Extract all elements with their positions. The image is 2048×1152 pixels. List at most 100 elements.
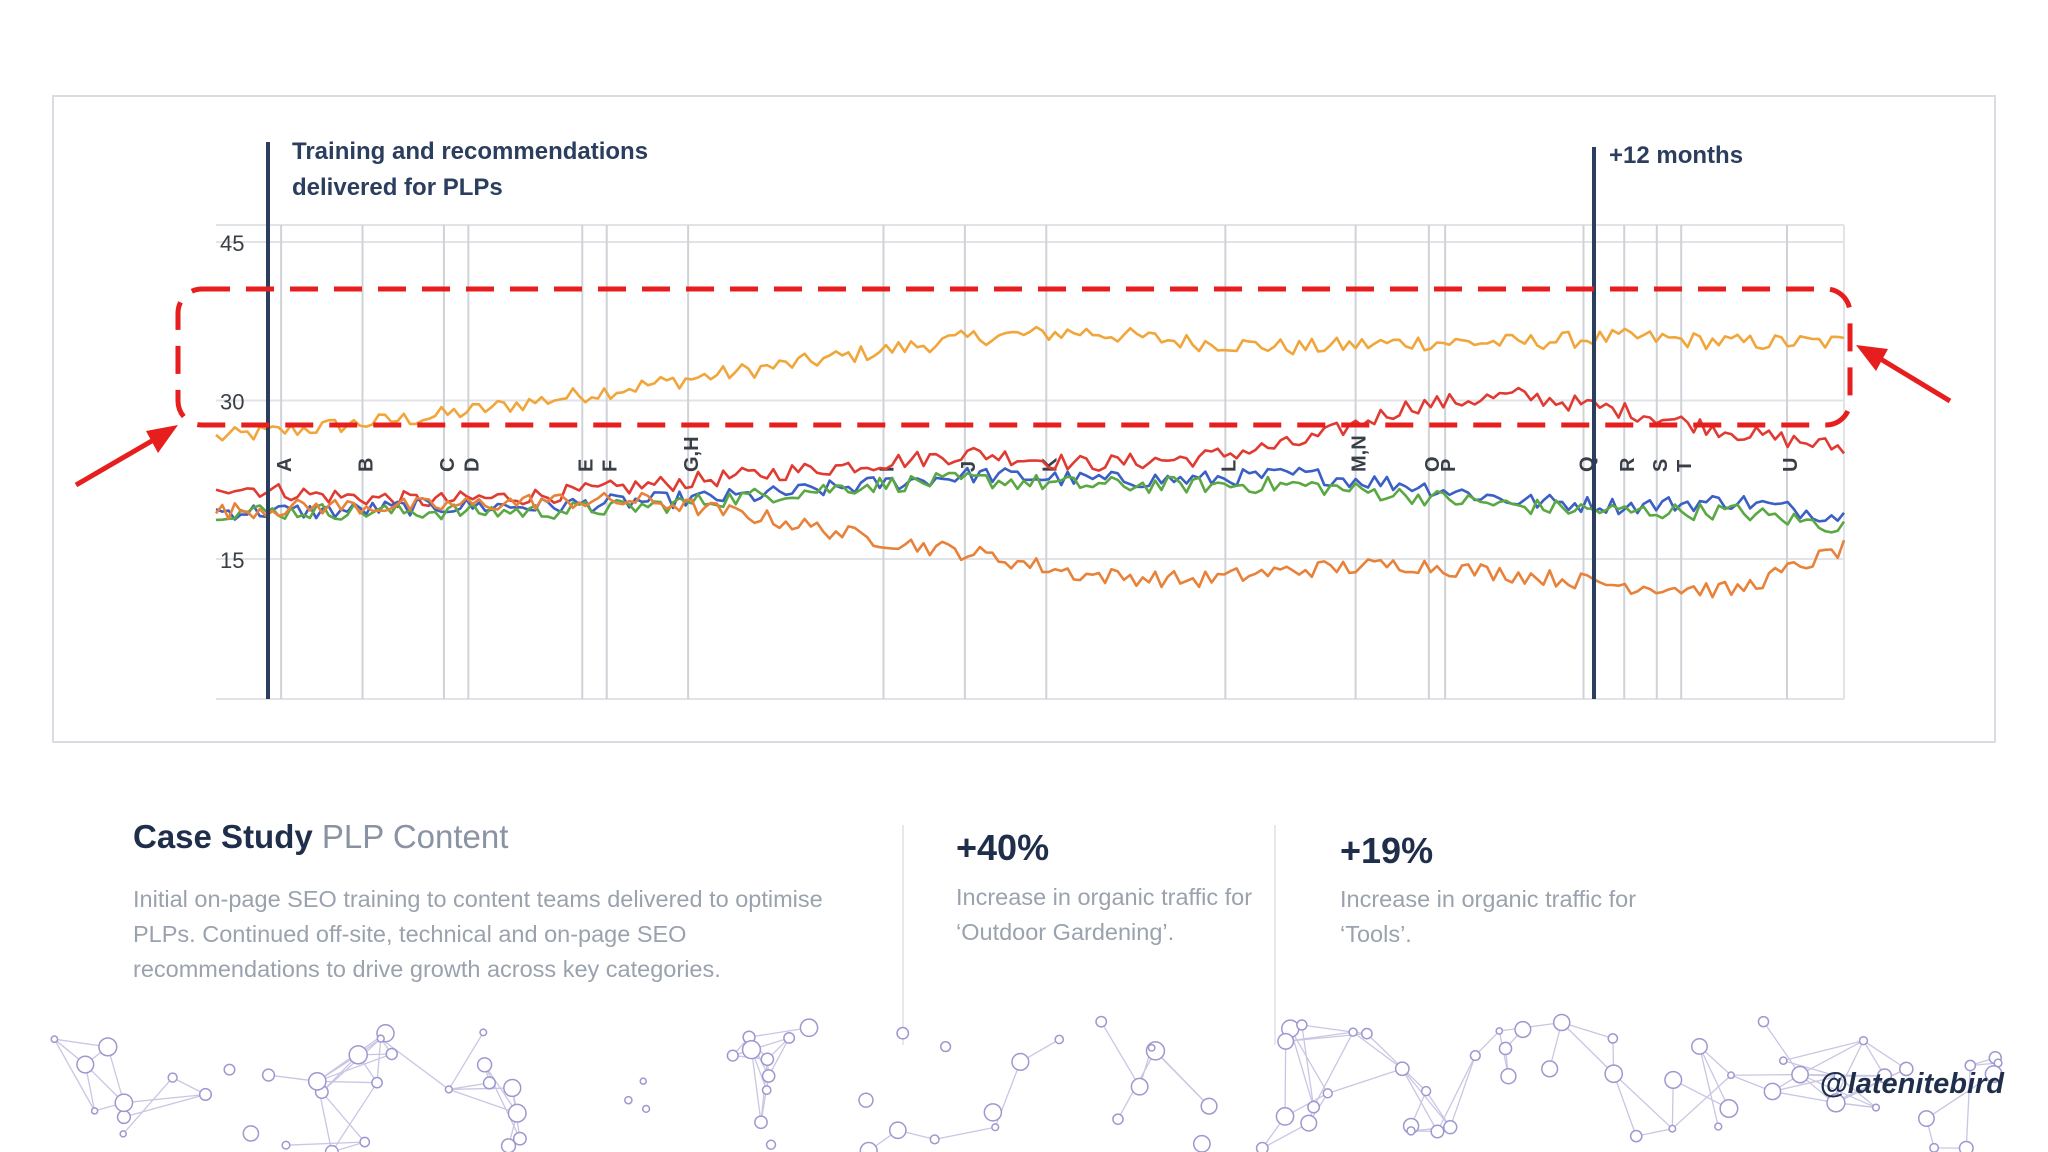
network-node <box>1394 1061 1410 1077</box>
network-node <box>1858 1035 1869 1046</box>
network-edge <box>1449 1055 1476 1128</box>
network-edge <box>448 1032 484 1090</box>
network-node <box>479 1028 488 1037</box>
network-edge <box>1561 1021 1614 1040</box>
y-tick-label: 45 <box>220 231 244 256</box>
training-label-line1: Training and recommendations <box>292 138 648 165</box>
network-edge <box>123 1093 206 1118</box>
network-node <box>500 1138 517 1152</box>
network-edge <box>317 1080 378 1084</box>
network-edge <box>484 1064 518 1114</box>
network-node <box>760 1052 775 1067</box>
network-node <box>1668 1124 1677 1133</box>
event-marker-label: S <box>1650 459 1672 472</box>
network-node <box>1095 1015 1108 1028</box>
right-arrow-icon <box>1856 345 1952 404</box>
network-node <box>1255 1141 1269 1152</box>
event-marker-label: A <box>274 458 296 472</box>
network-edge <box>1832 1040 1865 1103</box>
network-node <box>1714 1122 1723 1131</box>
network-node <box>1420 1085 1432 1097</box>
network-node <box>167 1072 178 1083</box>
network-node <box>1763 1082 1782 1101</box>
event-marker-label: T <box>1674 460 1696 472</box>
network-node <box>1757 1015 1770 1028</box>
network-edge <box>1285 1031 1354 1043</box>
network-node <box>1876 1068 1893 1084</box>
series-line <box>215 386 1846 509</box>
network-node <box>858 1092 874 1108</box>
network-node <box>1690 1037 1708 1055</box>
network-node <box>114 1093 134 1113</box>
network-node <box>888 1121 907 1140</box>
network-edge <box>1100 1021 1141 1087</box>
event-marker-label: J <box>958 461 980 472</box>
network-edge <box>1799 1040 1864 1076</box>
event-marker-label: E <box>575 459 597 472</box>
network-edge <box>1783 1040 1864 1062</box>
case-study-title: Case Study PLP Content <box>133 818 508 856</box>
event-marker-label: O <box>1422 456 1444 472</box>
network-node <box>242 1125 260 1142</box>
network-node <box>1406 1126 1416 1136</box>
stat-desc-tools: Increase in organic traffic for ‘Tools’. <box>1340 886 1637 947</box>
network-edge <box>1965 1065 1971 1149</box>
chart-frame: A B C D E F G,H I J K L M,N O P Q R S T U 45 30 15 Training … <box>52 95 1996 743</box>
network-node <box>307 1071 327 1091</box>
network-node <box>223 1063 236 1076</box>
network-node <box>1871 1103 1881 1112</box>
network-edge <box>1436 1055 1476 1132</box>
network-node <box>1147 1043 1156 1052</box>
network-node <box>261 1068 276 1082</box>
network-node <box>799 1018 819 1038</box>
network-edge <box>285 1141 365 1146</box>
network-edge <box>1863 1040 1907 1070</box>
network-node <box>1054 1034 1065 1045</box>
stat-value-tools: +19% <box>1340 830 1434 871</box>
network-edge <box>1772 1075 1838 1093</box>
network-edge <box>321 1038 382 1093</box>
network-node <box>1826 1093 1846 1113</box>
network-node <box>98 1037 118 1057</box>
network-node <box>1929 1142 1940 1152</box>
network-node <box>765 1139 777 1150</box>
network-node <box>76 1055 95 1074</box>
network-edge <box>1401 1068 1438 1132</box>
network-node <box>1307 1100 1321 1114</box>
event-marker-label: F <box>600 460 622 472</box>
network-node <box>1011 1052 1030 1072</box>
network-edge <box>1313 1031 1354 1108</box>
network-edge <box>1261 1122 1310 1149</box>
network-node <box>1664 1070 1683 1090</box>
network-edge <box>1474 1030 1500 1057</box>
series-line <box>215 471 1846 534</box>
network-node <box>1469 1050 1481 1062</box>
network-node <box>116 1109 132 1125</box>
highlight-box <box>175 286 1853 428</box>
network-edge <box>376 1038 382 1083</box>
network-edge <box>1613 1073 1673 1130</box>
network-edge <box>1671 1074 1732 1130</box>
network-node <box>1498 1041 1513 1056</box>
event-marker-label: C <box>437 458 459 472</box>
network-edge <box>317 1053 392 1082</box>
network-node <box>939 1040 952 1053</box>
event-marker-label: P <box>1438 459 1460 472</box>
network-node <box>1192 1134 1211 1152</box>
network-edge <box>1327 1068 1403 1094</box>
network-edge <box>1301 1024 1354 1033</box>
network-edge <box>321 1091 366 1143</box>
network-edge <box>1731 1073 1801 1076</box>
network-edge <box>448 1082 490 1091</box>
network-edge <box>448 1088 518 1114</box>
network-edge <box>122 1077 174 1135</box>
network-node <box>1277 1032 1295 1050</box>
network-node <box>512 1131 527 1146</box>
network-node <box>991 1123 1000 1132</box>
network-edge <box>768 1037 790 1077</box>
network-node <box>1200 1097 1218 1115</box>
network-node <box>444 1085 453 1094</box>
network-edge <box>1284 1041 1287 1117</box>
network-edge <box>53 1038 96 1112</box>
